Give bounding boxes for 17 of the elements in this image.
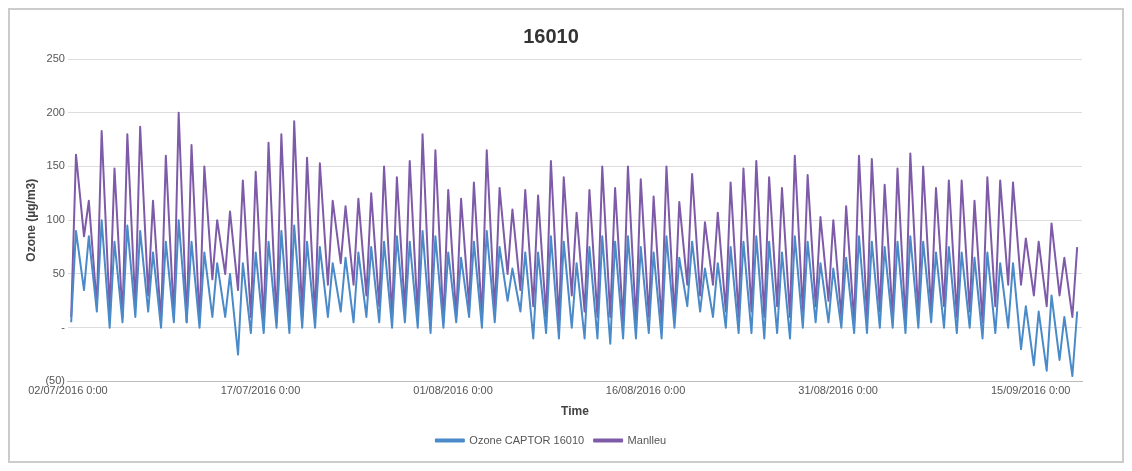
x-axis-title: Time xyxy=(561,404,590,419)
x-tick-label: 17/07/2016 0:00 xyxy=(220,384,301,397)
y-tick-label: 100 xyxy=(46,213,65,226)
y-tick-label: 50 xyxy=(52,266,65,279)
y-tick-label: 150 xyxy=(46,159,65,172)
x-tick-label: 31/08/2016 0:00 xyxy=(798,384,878,397)
y-axis-title: Ozone (µg/m3) xyxy=(23,178,38,262)
y-tick-label: - xyxy=(61,320,66,333)
legend-label: Manlleu xyxy=(627,433,667,446)
x-tick-label: 15/09/2016 0:00 xyxy=(990,384,1071,397)
chart-title: 16010 xyxy=(523,24,579,47)
y-tick-label: 250 xyxy=(46,52,65,65)
x-tick-label: 16/08/2016 0:00 xyxy=(605,384,686,397)
legend-label: Ozone CAPTOR 16010 xyxy=(469,433,585,446)
y-tick-label: 200 xyxy=(46,105,65,118)
y-tick-label: (50) xyxy=(45,374,65,387)
x-tick-label: 01/08/2016 0:00 xyxy=(413,384,493,397)
